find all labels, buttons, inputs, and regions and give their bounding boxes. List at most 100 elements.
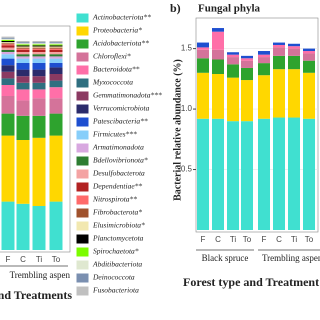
legend-swatch	[75, 168, 90, 180]
bar-segment	[32, 42, 46, 44]
bar-segment	[16, 46, 30, 48]
bar-segment	[49, 87, 63, 99]
bar-segment	[16, 56, 30, 59]
bar-segment	[32, 43, 46, 45]
bar-segment	[16, 42, 30, 44]
x-tick-label: Ti	[230, 235, 237, 244]
bar-segment	[1, 135, 15, 202]
bar-segment	[212, 118, 224, 230]
legend-swatch	[75, 220, 90, 232]
bar-segment	[227, 54, 239, 58]
legend-label: Nitrospirota**	[92, 195, 137, 204]
bar-segment	[303, 53, 315, 61]
legend-label: Spirochaetota*	[93, 247, 139, 256]
bar-segment	[303, 51, 315, 54]
bar-segment	[49, 42, 63, 44]
legend-label: Deinococcota	[92, 273, 135, 282]
bar-segment	[1, 58, 15, 66]
bar-segment	[241, 67, 253, 81]
bar-segment	[258, 57, 270, 64]
legend-label: Bacteroidota**	[93, 65, 140, 74]
bar-segment	[49, 41, 63, 43]
group-label: Trembling aspen	[10, 270, 71, 280]
bar-segment	[197, 58, 209, 73]
bar-segment	[1, 38, 15, 40]
bar-segment	[288, 46, 300, 49]
x-axis-title: Forest type and Treatment	[183, 275, 319, 289]
bar-segment	[32, 76, 46, 83]
bar-segment	[49, 67, 63, 74]
bar-segment	[288, 43, 300, 47]
bar-segment	[258, 75, 270, 119]
bar-segment	[16, 58, 30, 63]
legend-swatch	[75, 285, 90, 297]
bar-segment	[288, 117, 300, 230]
bar-segment	[273, 55, 285, 70]
bar-segment	[1, 85, 15, 96]
bar-segment	[1, 52, 15, 55]
legend-label: Planctomycetota	[92, 234, 144, 243]
legend-swatch	[75, 233, 90, 245]
legend-swatch	[75, 207, 90, 219]
y-tick-label: 0.5	[181, 165, 193, 174]
y-axis-title: Bacterial relative abundance (%)	[172, 59, 183, 201]
bar-segment	[1, 39, 15, 41]
bar-segment	[273, 47, 285, 56]
bar-segment	[241, 60, 253, 68]
legend-swatch	[75, 77, 90, 89]
legend-swatch	[75, 64, 90, 76]
legend-label: Firmicutes***	[92, 130, 137, 139]
bar-segment	[303, 60, 315, 73]
x-tick-label: To	[305, 235, 314, 244]
bar-segment	[273, 117, 285, 230]
bar-segment	[1, 65, 15, 72]
bar-segment	[32, 63, 46, 70]
bar-segment	[303, 118, 315, 230]
legend-label: Fusobacteriota	[92, 286, 139, 295]
legend-label: Patescibacteria**	[92, 117, 148, 126]
legend-label: Proteobacteria*	[92, 26, 142, 35]
bar-segment	[32, 45, 46, 47]
x-tick-label: Ti	[36, 255, 43, 264]
bar-segment	[197, 49, 209, 59]
bar-segment	[32, 47, 46, 49]
legend-label: Dependentiae**	[92, 182, 142, 191]
bar-segment	[49, 56, 63, 59]
bar-segment	[49, 46, 63, 48]
bar-segment	[32, 56, 46, 59]
bar-segment	[212, 28, 224, 32]
x-tick-label: To	[243, 235, 252, 244]
bar-segment	[303, 48, 315, 52]
bar-segment	[241, 58, 253, 61]
bar-segment	[49, 47, 63, 49]
bar-segment	[32, 54, 46, 57]
bar-segment	[197, 47, 209, 50]
bar-segment	[227, 77, 239, 122]
bar-segment	[1, 43, 15, 45]
legend-swatch	[75, 12, 90, 24]
legend-swatch	[75, 142, 90, 154]
bar-segment	[49, 113, 63, 136]
bar-segment	[32, 48, 46, 50]
legend-label: Armatimonadota	[92, 143, 144, 152]
chart-title: Fungal phyla	[198, 3, 261, 15]
bar-segment	[227, 52, 239, 55]
bar-segment	[1, 78, 15, 85]
bar-segment	[1, 36, 15, 38]
bar-segment	[32, 49, 46, 52]
bar-segment	[273, 42, 285, 45]
bar-segment	[288, 55, 300, 70]
bar-segment	[49, 44, 63, 46]
bar-segment	[49, 80, 63, 88]
bar-segment	[1, 45, 15, 48]
bar-segment	[32, 41, 46, 43]
legend-label: Myxococcota	[92, 78, 133, 87]
bar-segment	[32, 44, 46, 46]
bar-segment	[1, 42, 15, 44]
legend-swatch	[75, 116, 90, 128]
group-label: Black spruce	[202, 253, 249, 263]
bar-segment	[16, 76, 30, 83]
legend-label: Elusimicrobiota*	[92, 221, 145, 230]
bar-segment	[32, 52, 46, 55]
